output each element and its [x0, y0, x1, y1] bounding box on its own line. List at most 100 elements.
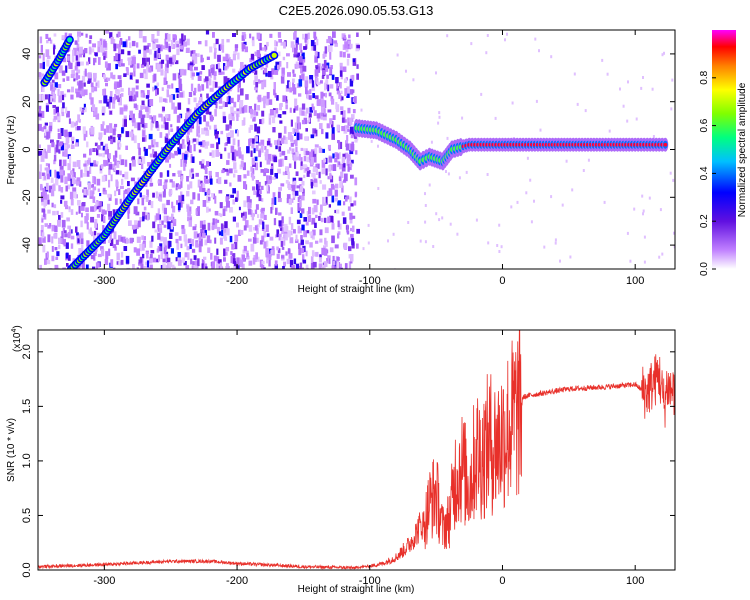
noise-cell — [226, 228, 230, 236]
noise-cell — [286, 166, 290, 175]
noise-cell — [88, 57, 91, 64]
noise-cell — [171, 201, 174, 209]
noise-cell — [261, 97, 264, 102]
noise-cell — [41, 232, 45, 239]
noise-cell — [64, 149, 68, 157]
noise-cell — [38, 94, 42, 101]
noise-cell — [331, 133, 335, 140]
noise-cell — [137, 122, 141, 131]
noise-cell — [290, 119, 293, 127]
noise-cell — [138, 49, 141, 54]
noise-cell — [310, 40, 315, 47]
noise-cell — [419, 239, 422, 243]
noise-cell — [142, 130, 145, 137]
noise-cell — [204, 40, 208, 47]
noise-cell — [102, 89, 105, 96]
noise-cell — [438, 115, 441, 119]
noise-cell — [271, 68, 275, 75]
noise-cell — [168, 57, 173, 64]
noise-cell — [60, 128, 64, 136]
noise-cell — [224, 179, 228, 184]
colorbar-tick-label: 0.8 — [699, 70, 710, 84]
noise-cell — [40, 44, 43, 53]
noise-cell — [213, 71, 217, 76]
noise-cell — [354, 139, 358, 143]
noise-cell — [296, 52, 300, 58]
noise-cell — [52, 184, 56, 191]
noise-cell — [185, 265, 190, 269]
noise-cell — [283, 234, 286, 239]
noise-cell — [78, 51, 82, 58]
noise-cell — [303, 155, 307, 162]
noise-cell — [338, 141, 341, 150]
x-tick-label: -100 — [359, 575, 381, 587]
noise-cell — [224, 66, 228, 71]
noise-cell — [343, 173, 348, 182]
noise-cell — [216, 178, 219, 184]
noise-cell — [159, 216, 162, 224]
noise-cell — [354, 96, 357, 104]
noise-cell — [187, 146, 191, 153]
noise-cell — [229, 120, 232, 127]
x-tick-label: -200 — [226, 275, 248, 287]
noise-cell — [277, 114, 281, 118]
noise-cell — [268, 248, 272, 257]
noise-cell — [352, 58, 355, 63]
noise-cell — [170, 128, 174, 132]
noise-cell — [174, 60, 179, 65]
noise-cell — [461, 116, 464, 120]
noise-cell — [53, 45, 56, 50]
noise-cell — [202, 182, 206, 188]
noise-cell — [267, 153, 272, 162]
noise-cell — [178, 83, 183, 91]
noise-cell — [155, 89, 158, 96]
noise-cell — [78, 80, 83, 89]
noise-cell — [152, 257, 157, 263]
noise-cell — [167, 221, 171, 230]
noise-cell — [133, 228, 137, 234]
noise-cell — [65, 205, 69, 210]
noise-cell — [294, 122, 299, 129]
noise-cell — [356, 44, 360, 49]
noise-cell — [157, 232, 161, 240]
colorbar-ticks: 0.00.20.40.60.8 — [699, 70, 716, 276]
noise-cell — [70, 94, 74, 100]
noise-cell — [99, 168, 103, 174]
noise-cell — [323, 158, 327, 163]
noise-cell — [278, 51, 281, 57]
noise-cell — [302, 254, 305, 262]
noise-cell — [424, 240, 427, 244]
noise-cell — [281, 239, 286, 246]
noise-cell — [332, 255, 335, 263]
noise-cell — [76, 181, 80, 186]
noise-cell — [239, 107, 242, 114]
noise-cell — [352, 225, 355, 233]
noise-cell — [105, 146, 108, 150]
noise-cell — [340, 90, 343, 94]
noise-cell — [659, 208, 662, 212]
noise-cell — [159, 61, 163, 69]
noise-cell — [244, 46, 248, 53]
noise-cell — [188, 220, 192, 227]
noise-cell — [273, 82, 276, 90]
noise-cell — [91, 86, 95, 93]
noise-cell — [217, 54, 221, 62]
noise-cell — [109, 32, 113, 39]
noise-cell — [58, 244, 61, 250]
noise-cell — [334, 42, 338, 47]
noise-cell — [213, 52, 217, 59]
noise-cell — [311, 207, 315, 215]
noise-cell — [40, 225, 44, 233]
noise-cell — [112, 97, 116, 104]
noise-cell — [199, 180, 203, 185]
noise-cell — [550, 195, 553, 199]
noise-cell — [186, 205, 190, 212]
noise-cell — [287, 132, 292, 140]
noise-cell — [75, 88, 79, 94]
noise-cell — [290, 41, 295, 48]
noise-cell — [234, 44, 239, 48]
noise-cell — [304, 111, 308, 117]
noise-cell — [295, 151, 299, 156]
noise-cell — [311, 80, 315, 88]
noise-cell — [77, 114, 81, 122]
